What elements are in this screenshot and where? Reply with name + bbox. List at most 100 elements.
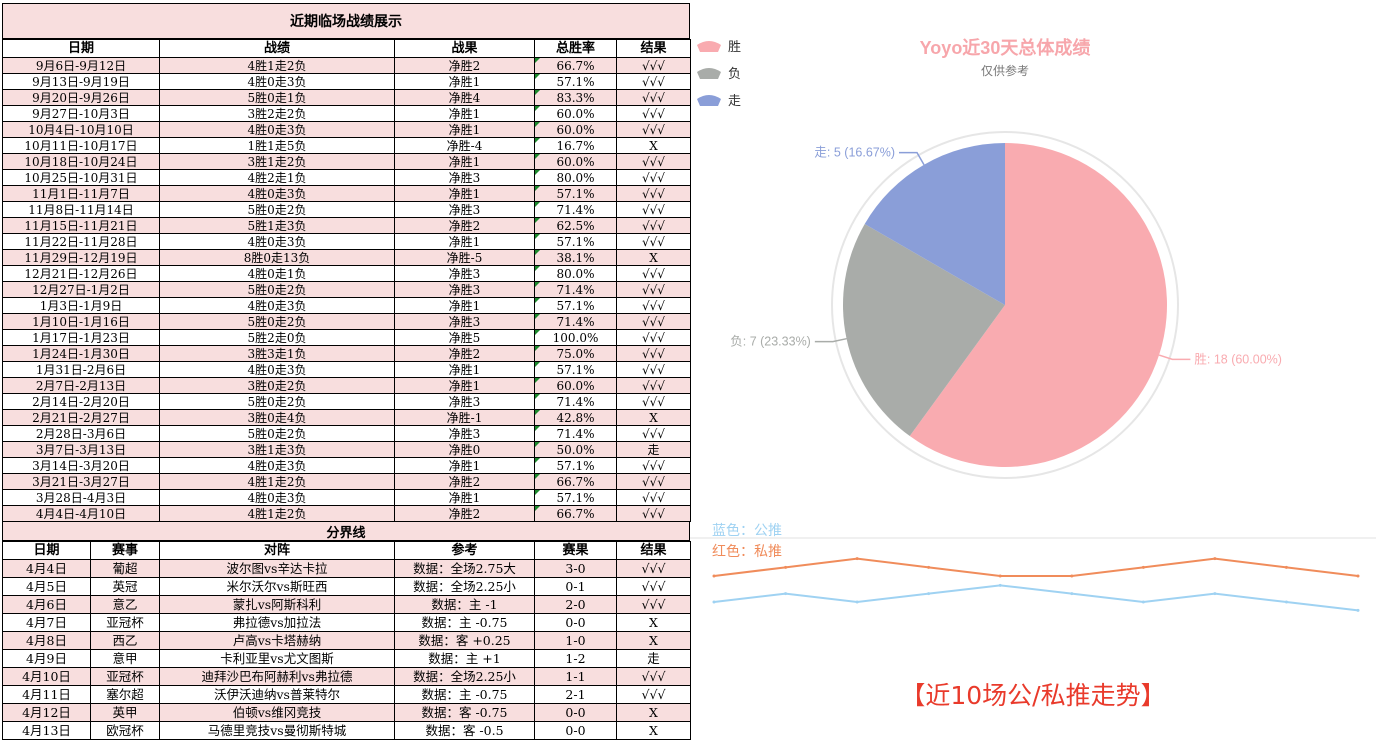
table-cell: 2月28日-3月6日 — [2, 425, 160, 442]
weekly-record-table: 日期 战绩 战果 总胜率 结果 9月6日-9月12日 4胜1走2负 净胜2 66.7%… — [2, 39, 691, 522]
table-cell: 100.0% — [534, 329, 617, 346]
table-cell: 5胜0走2负 — [159, 393, 395, 410]
table-cell: 沃伊沃迪纳vs普莱特尔 — [159, 685, 395, 704]
table-cell: 4胜0走3负 — [159, 361, 395, 378]
legend-item-win[interactable]: 胜 — [696, 32, 741, 59]
table-cell: 12月27日-1月2日 — [2, 281, 160, 298]
table-cell: 马德里竞技vs曼彻斯特城 — [159, 721, 395, 740]
table-cell: 4胜0走3负 — [159, 185, 395, 202]
table-cell: 净胜5 — [394, 329, 535, 346]
table-row: 4月7日 亚冠杯 弗拉德vs加拉法 数据：主 -0.75 0-0 X — [2, 613, 691, 632]
match-header-row: 日期 赛事 对阵 参考 赛果 结果 — [2, 541, 691, 560]
table-cell: 4胜1走2负 — [159, 57, 395, 74]
table-row: 4月9日 意甲 卡利亚里vs尤文图斯 数据：主 +1 1-2 走 — [2, 649, 691, 668]
pie-chart-panel: 胜: 18 (60.00%) 负: 7 (23.33%) 走: 5 (16.67%)… — [690, 0, 1376, 520]
col-header-record: 战绩 — [159, 39, 395, 58]
legend-label: 胜 — [728, 39, 742, 54]
legend-item-loss[interactable]: 负 — [696, 59, 741, 86]
table-cell: 2-0 — [534, 595, 617, 614]
table-cell: 4胜0走3负 — [159, 457, 395, 474]
trend-point — [927, 565, 931, 569]
pie-slice[interactable] — [909, 143, 1167, 468]
table-cell: 71.4% — [534, 425, 617, 442]
pie-slice[interactable] — [864, 143, 1005, 305]
table-cell: 3月28日-4月3日 — [2, 489, 160, 506]
table-cell: 10月4日-10月10日 — [2, 121, 160, 138]
table-cell: 4胜0走3负 — [159, 297, 395, 314]
table-cell: 8胜0走13负 — [159, 249, 395, 266]
table-cell: 数据：全场2.75大 — [394, 559, 535, 578]
table-cell: X — [616, 249, 691, 266]
table-cell: 净胜1 — [394, 73, 535, 90]
table-cell: √√√ — [616, 217, 691, 234]
table-cell: 4月10日 — [2, 667, 91, 686]
table-cell: 11月22日-11月28日 — [2, 233, 160, 250]
trend-point — [1356, 574, 1360, 578]
table-cell: 0-0 — [534, 613, 617, 632]
table-row: 4月4日 葡超 波尔图vs辛达卡拉 数据：全场2.75大 3-0 √√√ — [2, 559, 691, 578]
table-cell: 3胜0走4负 — [159, 409, 395, 426]
trend-point — [998, 574, 1002, 578]
table-row: 9月6日-9月12日 4胜1走2负 净胜2 66.7% √√√ — [2, 57, 691, 74]
table-cell: 4月5日 — [2, 577, 91, 596]
table-cell: 数据：客 -0.75 — [394, 703, 535, 722]
pie-chart: 胜: 18 (60.00%) 负: 7 (23.33%) 走: 5 (16.67%) — [730, 131, 1282, 479]
weekly-header-row: 日期 战绩 战果 总胜率 结果 — [2, 39, 691, 58]
trend-point — [1213, 557, 1217, 561]
table-cell: 4胜1走2负 — [159, 505, 395, 522]
table-cell: 11月29日-12月19日 — [2, 249, 160, 266]
table-cell: 塞尔超 — [90, 685, 160, 704]
col-header-outcome: 战果 — [394, 39, 535, 58]
table-cell: √√√ — [616, 329, 691, 346]
table-cell: 71.4% — [534, 281, 617, 298]
table-cell: 57.1% — [534, 233, 617, 250]
table-cell: √√√ — [616, 377, 691, 394]
table-cell: 3胜3走1负 — [159, 345, 395, 362]
table-cell: 西乙 — [90, 631, 160, 650]
table-cell: 2月21日-2月27日 — [2, 409, 160, 426]
table-row: 4月8日 西乙 卢高vs卡塔赫纳 数据：客 +0.25 1-0 X — [2, 631, 691, 650]
table-cell: 66.7% — [534, 473, 617, 490]
table-cell: 10月18日-10月24日 — [2, 153, 160, 170]
table-cell: X — [616, 409, 691, 426]
table-row: 3月28日-4月3日 4胜0走3负 净胜1 57.1% √√√ — [2, 489, 691, 506]
table-cell: 80.0% — [534, 265, 617, 282]
table-cell: √√√ — [616, 345, 691, 362]
table-cell: 9月13日-9月19日 — [2, 73, 160, 90]
legend-item-push[interactable]: 走 — [696, 86, 741, 113]
table-cell: 数据：全场2.25小 — [394, 667, 535, 686]
table-cell: 66.7% — [534, 57, 617, 74]
table-cell: 净胜1 — [394, 377, 535, 394]
table-cell: X — [616, 631, 691, 650]
table-cell: √√√ — [616, 169, 691, 186]
trend-point — [1070, 574, 1074, 578]
table-row: 4月5日 英冠 米尔沃尔vs斯旺西 数据：全场2.25小 0-1 √√√ — [2, 577, 691, 596]
record-sheet: 近期临场战绩展示 日期 战绩 战果 总胜率 结果 9月6日-9月12日 4胜1走2… — [2, 3, 691, 740]
table-cell: 4胜1走2负 — [159, 473, 395, 490]
table-cell: 净胜3 — [394, 281, 535, 298]
table-cell: 意甲 — [90, 649, 160, 668]
table-cell: 欧冠杯 — [90, 721, 160, 740]
trend-series-line — [713, 557, 1359, 577]
table-cell: 1-0 — [534, 631, 617, 650]
table-cell: √√√ — [616, 121, 691, 138]
table-cell: 4月9日 — [2, 649, 91, 668]
trend-caption: 【近10场公/私推走势】 — [900, 681, 1166, 710]
trend-point — [927, 592, 931, 596]
table-cell: 3月7日-3月13日 — [2, 441, 160, 458]
match-table: 日期 赛事 对阵 参考 赛果 结果 4月4日 葡超 波尔图vs辛达卡拉 数据：全场2.… — [2, 541, 691, 740]
table-row: 11月1日-11月7日 4胜0走3负 净胜1 57.1% √√√ — [2, 185, 691, 202]
table-cell: 66.7% — [534, 505, 617, 522]
pie-slice[interactable] — [843, 224, 1005, 437]
table-row: 12月27日-1月2日 5胜0走2负 净胜3 71.4% √√√ — [2, 281, 691, 298]
table-cell: 弗拉德vs加拉法 — [159, 613, 395, 632]
table-cell: √√√ — [616, 185, 691, 202]
table-cell: 数据：主 -0.75 — [394, 613, 535, 632]
table-row: 11月22日-11月28日 4胜0走3负 净胜1 57.1% √√√ — [2, 233, 691, 250]
table-row: 1月31日-2月6日 4胜0走3负 净胜1 57.1% √√√ — [2, 361, 691, 378]
table-cell: 4月4日-4月10日 — [2, 505, 160, 522]
table-cell: 卢高vs卡塔赫纳 — [159, 631, 395, 650]
table-cell: 数据：客 -0.5 — [394, 721, 535, 740]
table-cell: 10月11日-10月17日 — [2, 137, 160, 154]
table-cell: 4胜0走3负 — [159, 489, 395, 506]
